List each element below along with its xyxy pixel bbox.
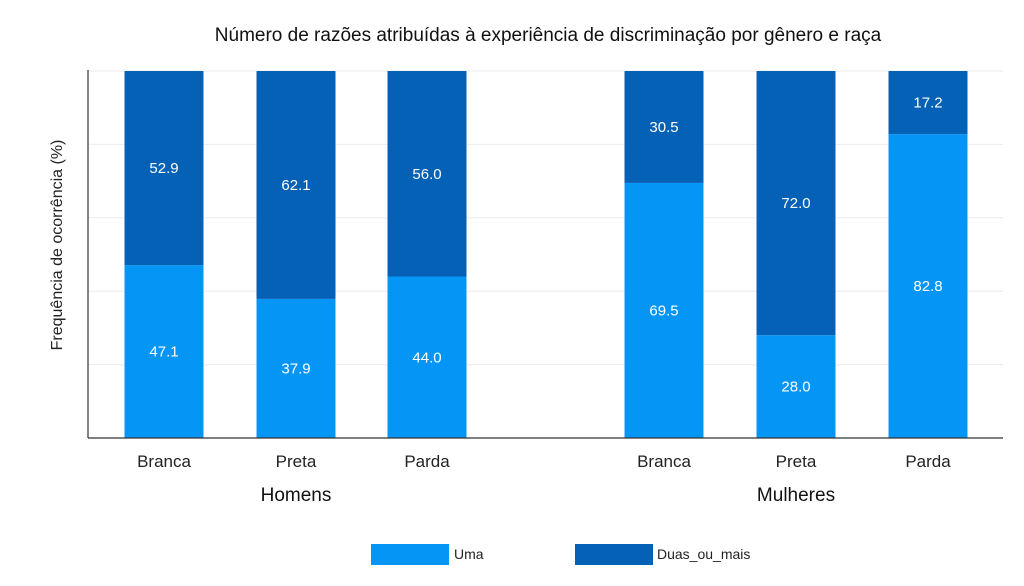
x-tick-label: Branca xyxy=(137,452,191,471)
legend-label: Duas_ou_mais xyxy=(657,546,750,562)
data-label: 44.0 xyxy=(412,349,441,366)
legend: Uma Duas_ou_mais xyxy=(371,544,750,565)
x-tick-label: Parda xyxy=(404,452,450,471)
data-label: 69.5 xyxy=(649,302,678,319)
bar-duas-ou-mais xyxy=(256,71,336,299)
x-tick-label: Parda xyxy=(905,452,951,471)
bar-uma xyxy=(256,298,336,438)
x-tick-labels: Branca Preta Parda Branca Preta Parda xyxy=(137,452,951,471)
x-tick-label: Branca xyxy=(637,452,691,471)
bar-uma xyxy=(756,335,836,438)
axes xyxy=(87,70,1003,439)
data-label: 47.1 xyxy=(149,344,178,361)
data-labels: 47.1 52.9 37.9 62.1 44.0 56.0 69.5 30.5 28.0 72.0… xyxy=(149,95,942,396)
data-label: 62.1 xyxy=(281,177,310,194)
x-tick-label: Preta xyxy=(276,452,317,471)
data-label: 30.5 xyxy=(649,119,678,136)
data-label: 28.0 xyxy=(781,379,810,396)
chart-title: Número de razões atribuídas à experiênci… xyxy=(215,25,882,46)
group-label: Mulheres xyxy=(757,485,835,506)
data-label: 82.8 xyxy=(913,278,942,295)
bar-uma xyxy=(124,265,204,438)
bar-duas-ou-mais xyxy=(124,71,204,266)
x-tick-label: Preta xyxy=(776,452,817,471)
data-label: 52.9 xyxy=(149,160,178,177)
data-label: 56.0 xyxy=(412,166,441,183)
data-label: 72.0 xyxy=(781,195,810,212)
bar-uma xyxy=(624,182,704,438)
legend-label: Uma xyxy=(454,546,484,562)
legend-swatch xyxy=(575,544,653,565)
legend-swatch xyxy=(371,544,449,565)
bar-duas-ou-mais xyxy=(756,71,836,336)
y-axis-label: Frequência de ocorrência (%) xyxy=(49,140,66,351)
group-labels: Homens Mulheres xyxy=(261,485,835,506)
data-label: 17.2 xyxy=(913,95,942,112)
gridlines xyxy=(88,70,1003,366)
group-label: Homens xyxy=(261,485,332,506)
bar-uma xyxy=(888,134,968,438)
bar-duas-ou-mais xyxy=(888,71,968,135)
bars xyxy=(124,71,968,438)
bar-uma xyxy=(387,276,467,438)
bar-duas-ou-mais xyxy=(624,71,704,183)
data-label: 37.9 xyxy=(281,360,310,377)
bar-duas-ou-mais xyxy=(387,71,467,277)
